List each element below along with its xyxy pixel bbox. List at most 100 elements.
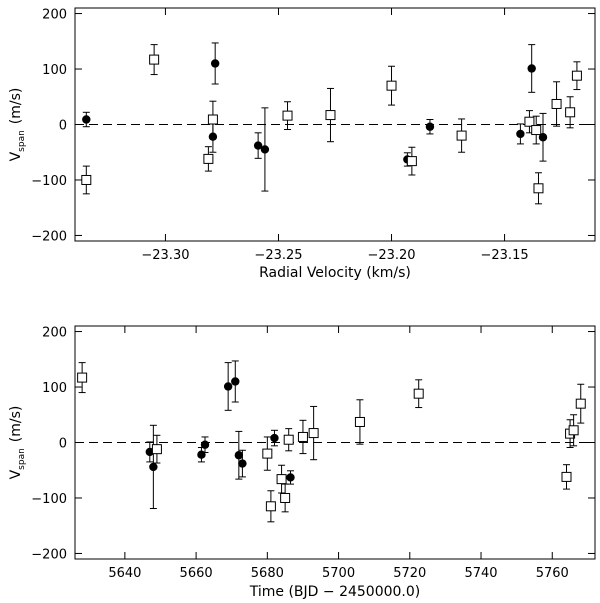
y-tick-label: 200	[42, 8, 67, 23]
square-marker	[406, 156, 417, 167]
data-point	[151, 434, 162, 464]
data-point	[253, 132, 263, 159]
y-tick-label: 0	[59, 437, 67, 452]
panel-time: 5640 5660 5680 5700 5720 5740 5760 −200 −100 0 100…	[8, 325, 596, 600]
circle-marker	[527, 64, 536, 73]
x-tick-label: −23.30	[141, 248, 189, 263]
square-marker	[308, 428, 319, 439]
x-tick-label: 5740	[464, 566, 497, 581]
circle-marker	[234, 451, 244, 460]
ticks-group: −23.30 −23.25 −23.20 −23.15 −200 −100 0 100 200	[31, 8, 595, 263]
square-marker	[276, 474, 287, 485]
y-axis-title-main: V	[8, 151, 24, 161]
data-point	[210, 42, 220, 85]
data-point	[386, 65, 397, 106]
circle-marker	[200, 440, 210, 449]
square-marker	[551, 98, 562, 109]
x-tick-label: 5640	[108, 566, 141, 581]
square-marker	[354, 416, 365, 427]
y-axis-title-subscript: span	[17, 448, 27, 470]
circle-marker	[149, 462, 158, 472]
data-point	[571, 61, 582, 91]
square-marker	[386, 80, 397, 91]
square-marker	[297, 431, 308, 442]
circle-marker	[223, 382, 233, 391]
square-marker	[568, 425, 579, 436]
square-marker	[207, 114, 218, 125]
x-tick-label: 5760	[536, 566, 569, 581]
data-point	[456, 118, 467, 153]
data-point	[280, 483, 291, 513]
y-tick-label: −200	[31, 547, 67, 562]
data-point	[81, 165, 92, 195]
data-point	[260, 107, 270, 192]
data-point	[234, 430, 244, 480]
data-point	[531, 115, 542, 145]
marks-group	[77, 360, 586, 523]
x-axis-title: Time (BJD − 2450000.0)	[249, 584, 421, 600]
circle-marker	[260, 145, 270, 154]
marks-group	[81, 42, 582, 205]
circle-marker	[238, 459, 247, 468]
square-marker	[413, 388, 424, 399]
data-point	[565, 96, 576, 129]
square-marker	[533, 183, 544, 194]
x-tick-label: 5720	[393, 566, 426, 581]
data-point	[238, 449, 247, 478]
data-point	[533, 172, 544, 205]
x-tick-label: 5660	[180, 566, 213, 581]
data-point	[203, 146, 214, 172]
square-marker	[265, 501, 276, 512]
data-point	[413, 379, 424, 409]
square-marker	[280, 492, 291, 503]
y-tick-label: 0	[59, 119, 67, 134]
y-axis-title-unit: (m/s)	[8, 406, 24, 443]
data-point	[354, 399, 365, 445]
x-tick-label: −23.25	[254, 248, 302, 263]
y-tick-label: 200	[42, 326, 67, 341]
data-point	[568, 414, 579, 447]
circle-marker	[197, 450, 206, 459]
y-tick-label: −100	[31, 492, 67, 507]
square-marker	[325, 110, 336, 121]
data-point	[270, 429, 279, 447]
data-point	[575, 383, 586, 424]
square-marker	[262, 448, 273, 459]
y-axis-title: Vspan (m/s)	[8, 406, 27, 480]
circle-marker	[516, 129, 525, 139]
square-marker	[149, 54, 160, 65]
square-marker	[456, 130, 467, 141]
panel-radial-velocity: −23.30 −23.25 −23.20 −23.15−200−1000100200 …	[8, 7, 596, 281]
square-marker	[203, 153, 214, 164]
y-axis-title-main: V	[8, 469, 24, 479]
data-point	[223, 362, 233, 411]
circle-marker	[82, 115, 91, 124]
y-axis-title: Vspan (m/s)	[8, 88, 27, 162]
x-tick-label: −23.20	[367, 248, 415, 263]
y-axis-title-unit: (m/s)	[8, 88, 24, 125]
square-marker	[531, 125, 542, 136]
y-tick-label: −100	[31, 174, 67, 189]
data-point	[77, 362, 88, 394]
x-tick-label: 5680	[251, 566, 284, 581]
square-marker	[571, 70, 582, 81]
data-point	[149, 424, 158, 510]
circle-marker	[210, 59, 220, 68]
x-axis-title: Radial Velocity (km/s)	[259, 265, 411, 281]
x-tick-label: 5700	[322, 566, 355, 581]
data-point	[207, 100, 218, 139]
square-marker	[524, 116, 535, 127]
data-point	[200, 436, 210, 453]
square-marker	[565, 107, 576, 118]
circle-marker	[145, 447, 154, 457]
ticks-group: 5640 5660 5680 5700 5720 5740 5760 −200 −100 0 100…	[31, 326, 595, 581]
square-marker	[575, 398, 586, 409]
y-tick-label: −200	[31, 229, 67, 244]
circle-marker	[231, 377, 240, 386]
square-marker	[561, 471, 572, 482]
data-point	[262, 436, 273, 471]
y-tick-label: 100	[42, 381, 67, 396]
data-point	[149, 44, 160, 76]
circle-marker	[425, 122, 435, 131]
